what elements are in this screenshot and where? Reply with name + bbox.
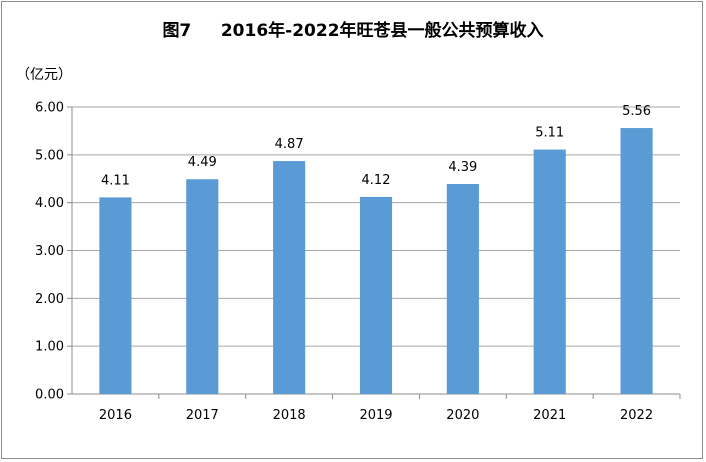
y-tick-label: 4.00	[35, 196, 64, 211]
x-tick-label-2018: 2018	[273, 408, 306, 423]
data-label-2019: 4.12	[362, 173, 391, 188]
data-label-2022: 5.56	[622, 104, 651, 119]
labels: 0.00 1.00 2.00 3.00 4.00 5.00 6.00 4.11 2016 4.49…	[35, 101, 653, 424]
chart-title: 图7 2016年-2022年旺苍县一般公共预算收入	[162, 21, 544, 41]
bars	[99, 128, 653, 394]
data-label-2021: 5.11	[535, 126, 564, 141]
bar-2017	[186, 179, 219, 394]
bar-2018	[273, 161, 306, 394]
x-tick-label-2019: 2019	[359, 408, 392, 423]
x-tick-label-2020: 2020	[446, 408, 479, 423]
bar-2022	[620, 128, 653, 394]
bar-2016	[99, 197, 132, 394]
x-tick-label-2021: 2021	[533, 408, 566, 423]
x-tick-label-2016: 2016	[99, 408, 132, 423]
y-tick-label: 5.00	[35, 148, 64, 163]
bar-2020	[446, 184, 479, 394]
y-tick-label: 3.00	[35, 244, 64, 259]
bar-2021	[533, 149, 566, 394]
data-label-2016: 4.11	[101, 173, 130, 188]
y-axis-unit-label: （亿元）	[16, 67, 72, 83]
y-tick-label: 2.00	[35, 292, 64, 307]
y-tick-label: 0.00	[35, 388, 64, 403]
data-label-2018: 4.87	[275, 137, 304, 152]
data-label-2017: 4.49	[188, 155, 217, 170]
bar-2019	[359, 196, 393, 394]
y-tick-label: 6.00	[35, 101, 64, 116]
data-label-2020: 4.39	[448, 160, 477, 175]
y-tick-label: 1.00	[35, 340, 64, 355]
x-tick-label-2017: 2017	[186, 408, 219, 423]
x-tick-label-2022: 2022	[620, 408, 653, 423]
